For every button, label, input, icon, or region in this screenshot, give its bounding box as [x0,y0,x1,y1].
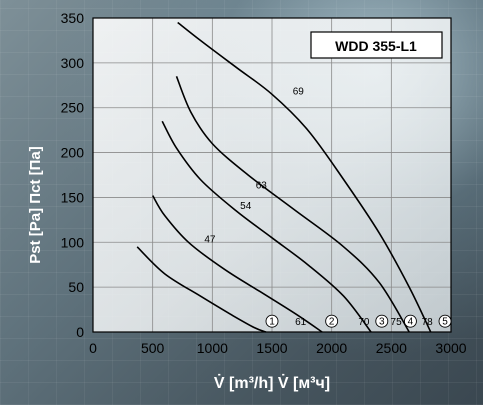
y-tick-label-5: 250 [61,100,85,116]
plot-border [92,17,452,333]
y-tick-label-0: 0 [76,324,84,340]
series-layer [136,21,432,333]
operating-point-number-3: 3 [379,317,385,328]
fan-curve-4 [175,76,410,333]
x-tick-label-4: 2000 [316,340,347,356]
x-tick-label-3: 1500 [256,340,287,356]
fan-curve-2 [152,195,323,333]
operating-point-marker-4: 4 [403,314,417,328]
x-axis-title: V̇ [m³/h] V̇ [м³ч] [214,374,330,392]
x-tick-label-2: 1000 [197,340,228,356]
fan-curve-5 [177,21,432,333]
fan-curve-3 [161,120,372,333]
model-label-box: WDD 355-L1 [310,31,443,59]
operating-point-number-2: 2 [329,317,335,328]
operating-point-marker-5: 5 [438,314,452,328]
curve-value-label-6: 75 [391,317,403,328]
curve-value-label-7: 78 [422,317,434,328]
fan-curve-1 [136,246,267,333]
y-tick-label-1: 50 [68,279,84,295]
x-tick-label-5: 2500 [376,340,407,356]
y-axis-title: Pst [Pa] Πct [Па] [27,146,44,263]
operating-point-number-4: 4 [408,317,414,328]
curve-labels: 69 63 54 47 61 70 75 78 1 2 3 4 5 [204,86,452,328]
y-tick-label-3: 150 [61,189,85,205]
x-tick-label-0: 0 [89,340,97,356]
operating-point-marker-3: 3 [375,314,389,328]
y-tick-label-4: 200 [61,145,85,161]
curve-value-label-5: 70 [358,317,370,328]
curve-value-label-4: 61 [295,317,307,328]
y-tick-label-6: 300 [61,55,85,71]
operating-point-number-5: 5 [442,317,448,328]
curve-value-label-3: 47 [204,234,216,245]
curve-value-label-2: 54 [240,201,252,212]
x-tick-label-1: 500 [141,340,165,356]
operating-point-marker-1: 1 [265,314,279,328]
tick-labels: 0 500 1000 1500 2000 2500 3000 0 50 100 150 200 250 3… [61,10,467,356]
y-tick-label-2: 100 [61,234,85,250]
y-tick-label-7: 350 [61,10,85,26]
chart-title: WDD 355-L1 [335,38,417,54]
curve-value-label-1: 63 [256,180,268,191]
operating-point-number-1: 1 [269,317,275,328]
curve-value-label-0: 69 [293,86,305,97]
x-tick-label-6: 3000 [435,340,466,356]
operating-point-marker-2: 2 [325,314,339,328]
